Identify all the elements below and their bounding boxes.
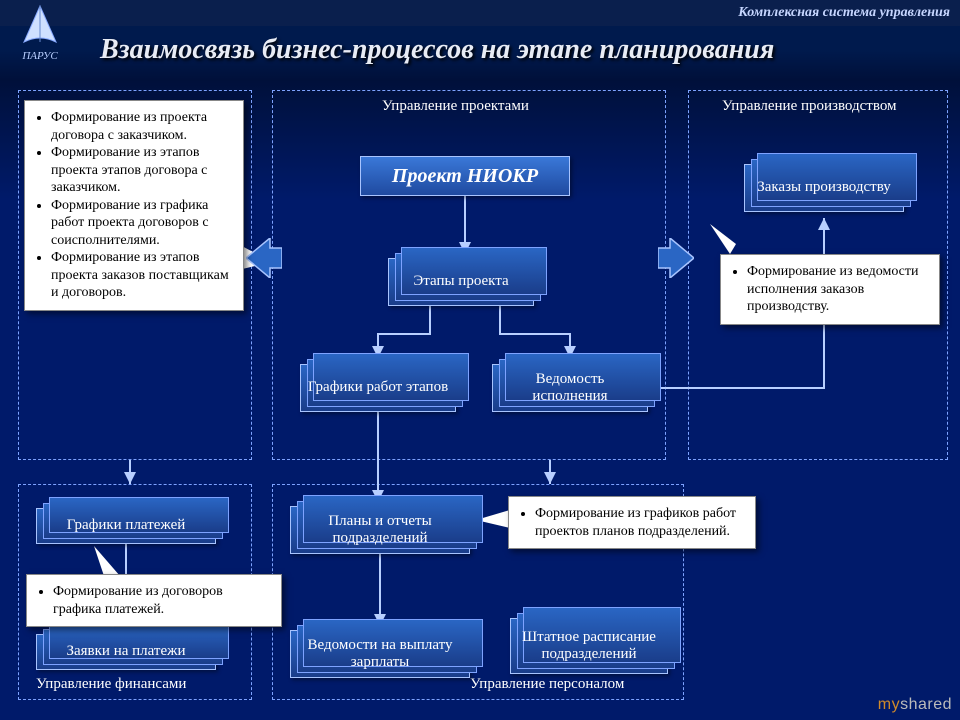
page-title: Взаимосвязь бизнес-процессов на этапе пл… xyxy=(100,34,774,66)
callout-item: Формирование из договоров графика платеж… xyxy=(53,583,271,618)
watermark-shared: shared xyxy=(900,696,952,713)
node-pay-requests: Заявки на платежи xyxy=(36,634,216,670)
block-arrow-right-icon xyxy=(658,238,694,278)
callout-production: Формирование из ведомости исполнения зак… xyxy=(720,254,940,325)
logo-text: ПАРУС xyxy=(22,50,57,62)
node-schedules: Графики работ этапов xyxy=(300,364,456,412)
callout-item: Формирование из проекта договора с заказ… xyxy=(51,109,233,144)
node-plans-reports: Планы и отчеты подразделений xyxy=(290,506,470,554)
callout-item: Формирование из этапов проекта этапов до… xyxy=(51,144,233,197)
callout-item: Формирование из графиков работ проектов … xyxy=(535,505,745,540)
node-payroll: Ведомости на выплату зарплаты xyxy=(290,630,470,678)
callout-finance: Формирование из договоров графика платеж… xyxy=(26,574,282,627)
system-name: Комплексная система управления xyxy=(738,5,950,21)
node-stages: Этапы проекта xyxy=(388,258,534,306)
sail-icon xyxy=(18,4,62,52)
node-staffing: Штатное расписание подразделений xyxy=(510,618,668,674)
node-orders: Заказы производству xyxy=(744,164,904,212)
callout-personnel: Формирование из графиков работ проектов … xyxy=(508,496,756,549)
node-pay-schedule: Графики платежей xyxy=(36,508,216,544)
logo: ПАРУС xyxy=(8,4,72,76)
callout-item: Формирование из этапов проекта заказов п… xyxy=(51,249,233,302)
node-exec-sheet: Ведомость исполнения xyxy=(492,364,648,412)
block-arrow-left-icon xyxy=(246,238,282,278)
watermark: myshared xyxy=(878,696,952,714)
callout-item: Формирование из графика работ проекта до… xyxy=(51,197,233,250)
callout-contracts: Формирование из проекта договора с заказ… xyxy=(24,100,244,311)
callout-item: Формирование из ведомости исполнения зак… xyxy=(747,263,929,316)
diagram-canvas: Управление проектами Управление производ… xyxy=(0,88,960,708)
watermark-my: my xyxy=(878,696,900,713)
node-project-main: Проект НИОКР xyxy=(360,156,570,196)
